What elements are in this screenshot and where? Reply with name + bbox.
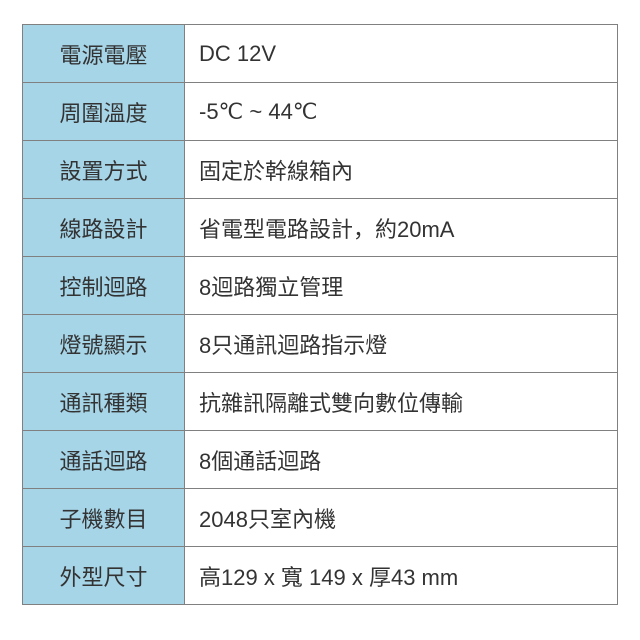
spec-value: 8只通訊迴路指示燈 — [185, 315, 618, 373]
spec-label: 控制迴路 — [23, 257, 185, 315]
spec-value: 省電型電路設計，約20mA — [185, 199, 618, 257]
spec-value: 抗雜訊隔離式雙向數位傳輸 — [185, 373, 618, 431]
spec-value: 高129 x 寬 149 x 厚43 mm — [185, 547, 618, 605]
spec-value: 8迴路獨立管理 — [185, 257, 618, 315]
table-row: 外型尺寸高129 x 寬 149 x 厚43 mm — [23, 547, 618, 605]
spec-value: 2048只室內機 — [185, 489, 618, 547]
spec-table: 電源電壓DC 12V周圍溫度-5℃ ~ 44℃設置方式固定於幹線箱內線路設計省電… — [22, 24, 618, 605]
table-row: 線路設計省電型電路設計，約20mA — [23, 199, 618, 257]
spec-label: 電源電壓 — [23, 25, 185, 83]
spec-value: -5℃ ~ 44℃ — [185, 83, 618, 141]
spec-label: 燈號顯示 — [23, 315, 185, 373]
spec-label: 周圍溫度 — [23, 83, 185, 141]
table-row: 周圍溫度-5℃ ~ 44℃ — [23, 83, 618, 141]
table-row: 控制迴路8迴路獨立管理 — [23, 257, 618, 315]
table-row: 子機數目2048只室內機 — [23, 489, 618, 547]
spec-label: 設置方式 — [23, 141, 185, 199]
spec-label: 線路設計 — [23, 199, 185, 257]
spec-label: 外型尺寸 — [23, 547, 185, 605]
spec-table-body: 電源電壓DC 12V周圍溫度-5℃ ~ 44℃設置方式固定於幹線箱內線路設計省電… — [23, 25, 618, 605]
table-row: 通訊種類抗雜訊隔離式雙向數位傳輸 — [23, 373, 618, 431]
table-row: 電源電壓DC 12V — [23, 25, 618, 83]
spec-value: DC 12V — [185, 25, 618, 83]
table-row: 設置方式固定於幹線箱內 — [23, 141, 618, 199]
spec-value: 8個通話迴路 — [185, 431, 618, 489]
spec-label: 通訊種類 — [23, 373, 185, 431]
spec-label: 通話迴路 — [23, 431, 185, 489]
spec-label: 子機數目 — [23, 489, 185, 547]
table-row: 燈號顯示8只通訊迴路指示燈 — [23, 315, 618, 373]
table-row: 通話迴路8個通話迴路 — [23, 431, 618, 489]
spec-value: 固定於幹線箱內 — [185, 141, 618, 199]
